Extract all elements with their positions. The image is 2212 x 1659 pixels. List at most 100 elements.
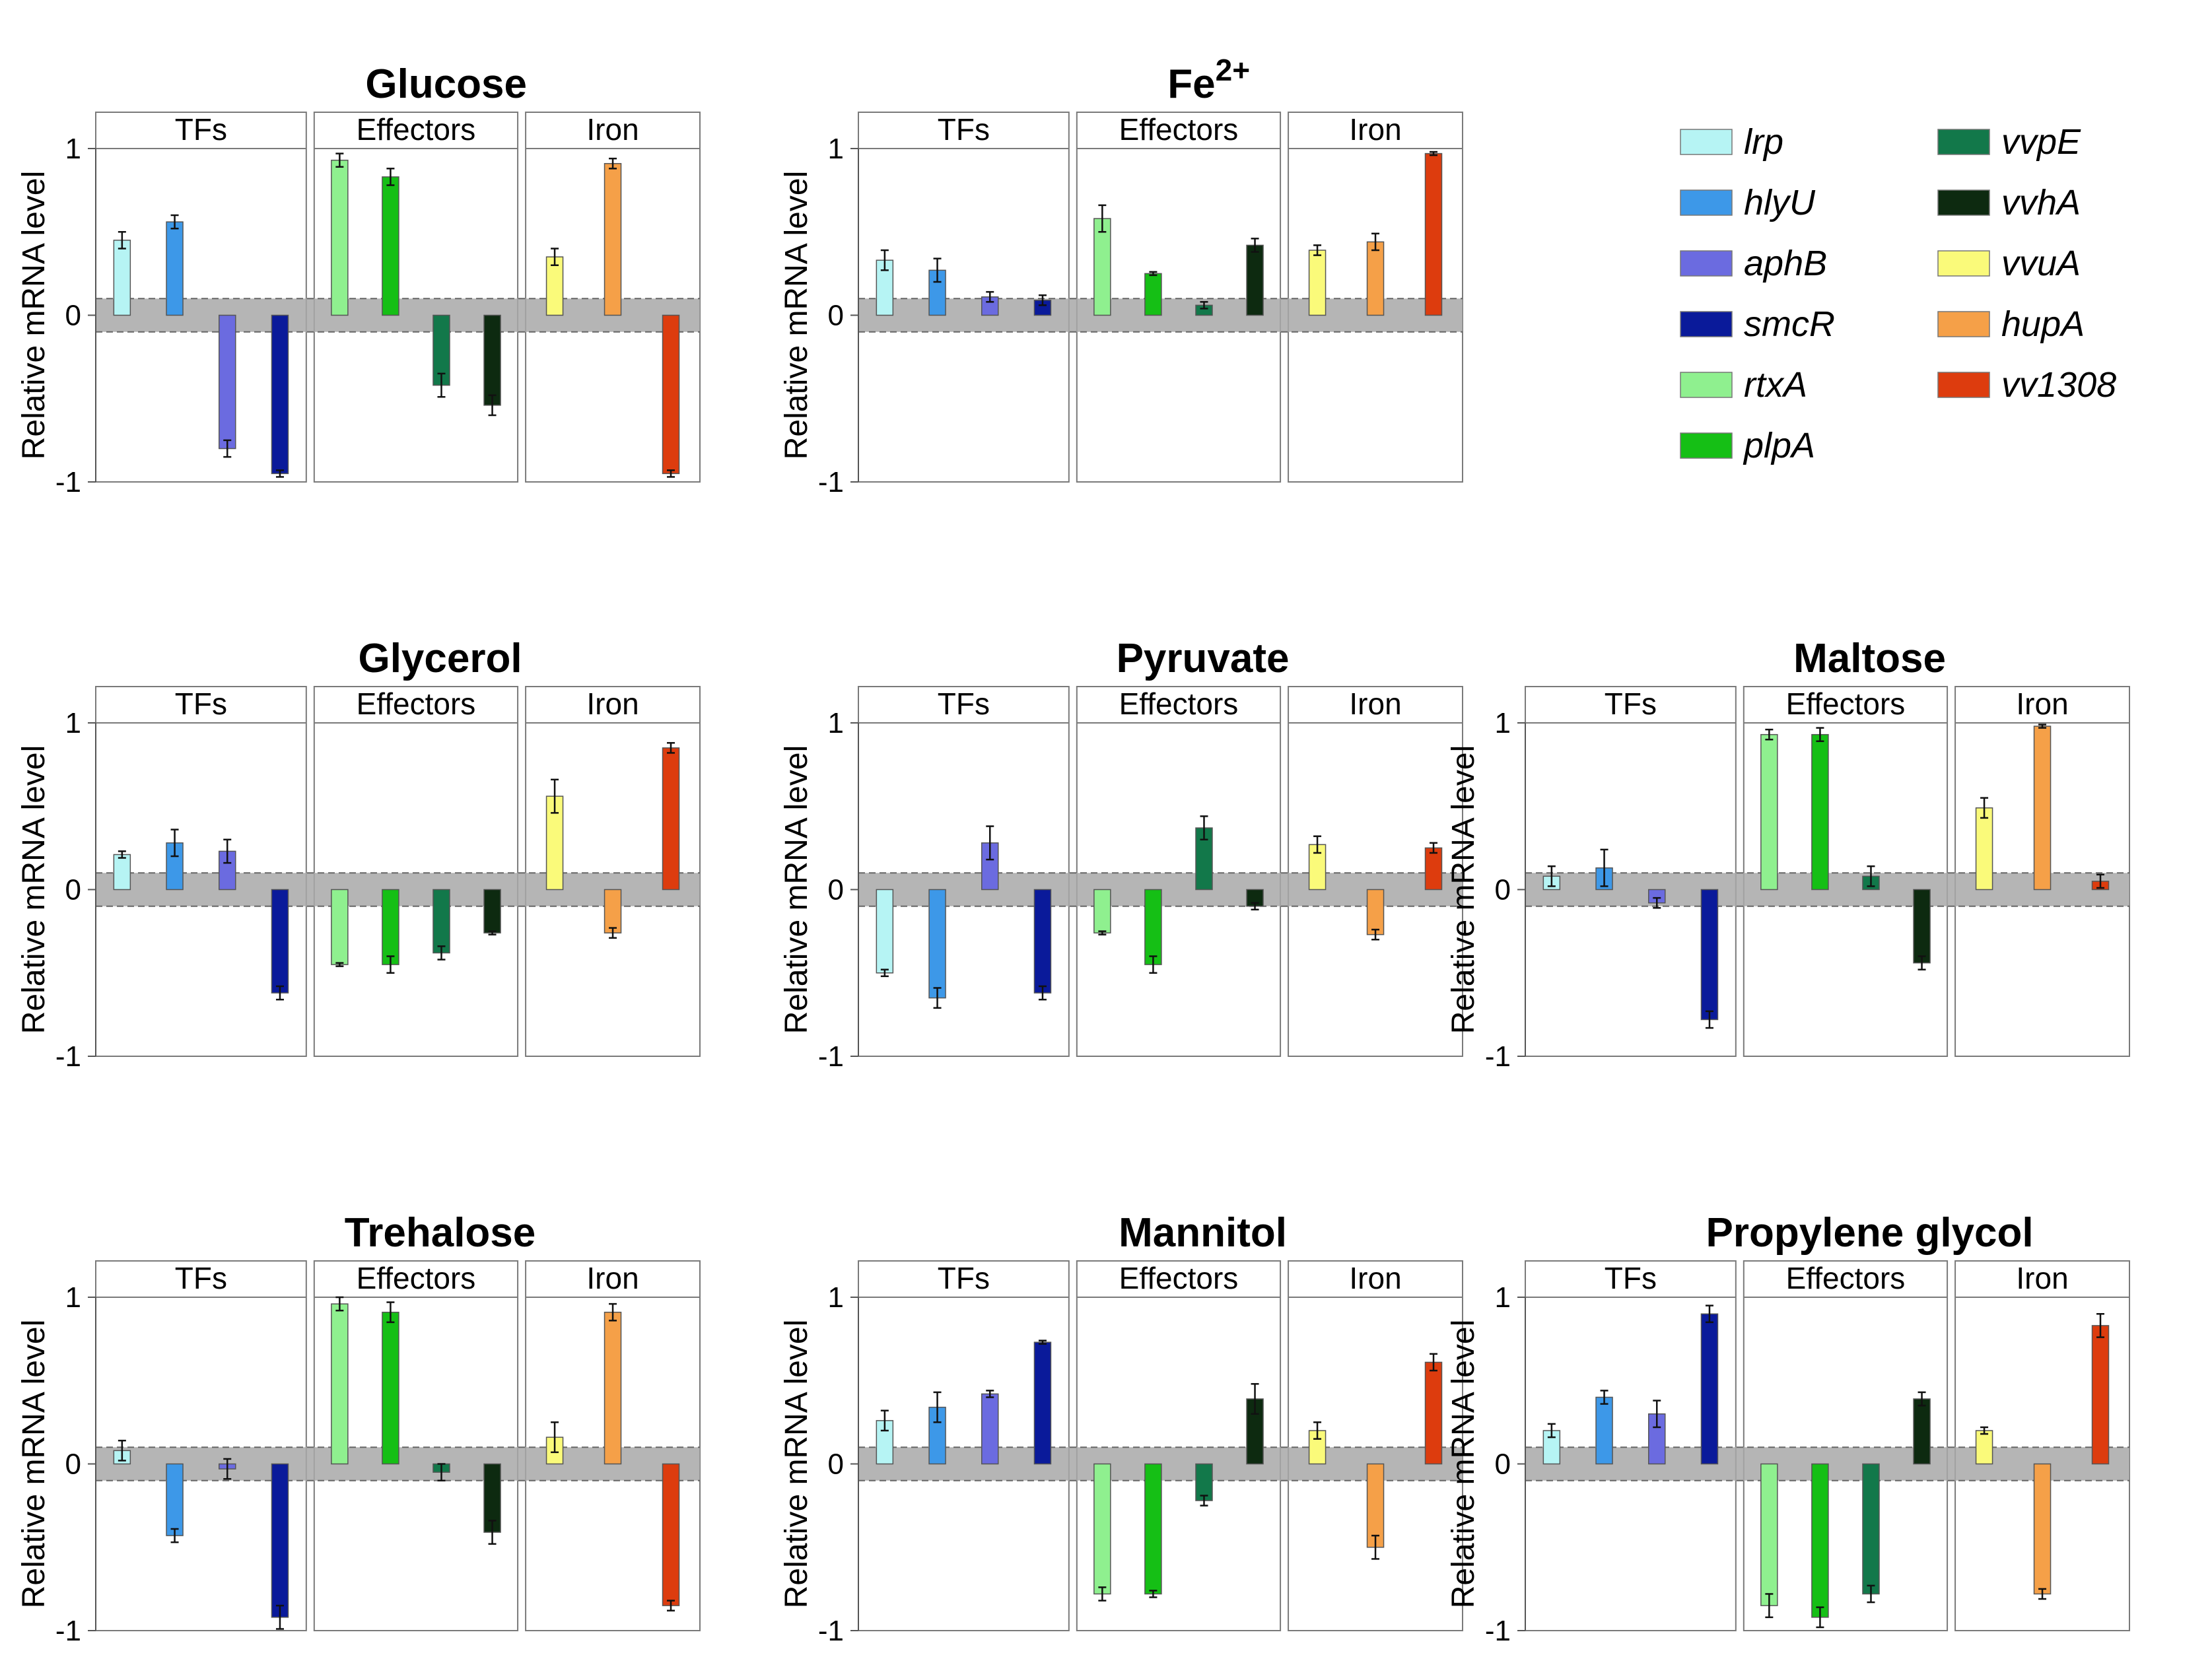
bar-plpA [1144, 273, 1162, 316]
y-axis-label: Relative mRNA level [17, 1320, 52, 1608]
group-label-tfs: TFs [175, 1261, 227, 1295]
group-box-iron [1954, 1260, 2130, 1631]
y-tick-label: 0 [65, 300, 81, 332]
bar-rtxA [331, 889, 349, 965]
y-axis-label: Relative mRNA level [779, 171, 814, 459]
bar-plpA [1144, 1463, 1162, 1595]
y-axis-label: Relative mRNA level [779, 745, 814, 1034]
y-tick-label: 0 [65, 1448, 81, 1481]
y-tick-label: -1 [1485, 1615, 1511, 1647]
y-tick-label: 0 [828, 874, 844, 906]
y-axis-label: Relative mRNA level [17, 745, 52, 1034]
y-tick-label: -1 [55, 1615, 81, 1647]
bar-hlyU [166, 221, 184, 316]
legend-label: plpA [1743, 426, 1815, 465]
group-label-iron: Iron [2016, 1261, 2068, 1295]
group-box-effectors [1743, 686, 1949, 1057]
panel-title: Propylene glycol [1706, 1210, 2033, 1256]
group-box-effectors [313, 1260, 519, 1631]
legend-item-hlyU: hlyU [1680, 183, 1816, 222]
bar-rtxA [331, 1303, 349, 1465]
bar-hupA [2033, 1463, 2052, 1595]
bar-lrp [113, 240, 131, 316]
y-axis-label: Relative mRNA level [1446, 1320, 1481, 1608]
bar-plpA [1811, 1463, 1829, 1618]
bar-smcR [271, 314, 289, 475]
y-tick-label: 0 [828, 300, 844, 332]
group-label-iron: Iron [1349, 687, 1401, 721]
panel-title: Trehalose [345, 1210, 536, 1256]
legend-item-vv1308: vv1308 [1937, 365, 2116, 405]
group-label-effectors: Effectors [1119, 1261, 1239, 1295]
bar-lrp [876, 889, 894, 974]
legend-label: lrp [1744, 122, 1783, 162]
group-label-iron: Iron [1349, 1261, 1401, 1295]
group-box-iron [525, 112, 701, 483]
legend-swatch [1680, 311, 1733, 337]
bar-hupA [1366, 889, 1385, 935]
group-box-iron [1288, 1260, 1463, 1631]
bar-vv1308 [1424, 152, 1443, 316]
bar-rtxA [1093, 1463, 1111, 1595]
group-box-effectors [313, 686, 519, 1057]
y-tick-label: -1 [1485, 1040, 1511, 1073]
bar-plpA [382, 1311, 399, 1465]
y-tick-label: 1 [1495, 1281, 1511, 1314]
y-tick-label: 1 [828, 707, 844, 739]
group-box-effectors [1076, 1260, 1282, 1631]
bar-vvhA [1913, 1398, 1931, 1465]
legend-label: hupA [2001, 304, 2085, 344]
bar-plpA [382, 176, 399, 316]
y-tick-label: 1 [1495, 707, 1511, 739]
group-label-effectors: Effectors [357, 687, 476, 721]
bar-vv1308 [1424, 847, 1443, 891]
group-label-iron: Iron [1349, 112, 1401, 147]
legend-label: hlyU [1744, 183, 1816, 222]
group-box-effectors [313, 112, 519, 483]
bar-plpA [1144, 889, 1162, 965]
y-axis-label: Relative mRNA level [779, 1320, 814, 1608]
group-label-tfs: TFs [175, 112, 227, 147]
y-tick-label: 1 [828, 1281, 844, 1314]
group-box-iron [525, 1260, 701, 1631]
panel-title: Maltose [1793, 636, 1946, 681]
bar-smcR [271, 1463, 289, 1618]
legend-label: vv1308 [2001, 365, 2116, 405]
bar-hupA [604, 1311, 622, 1465]
bar-vv1308 [662, 314, 680, 475]
group-label-iron: Iron [586, 687, 639, 721]
bar-smcR [1700, 1313, 1719, 1465]
group-label-effectors: Effectors [357, 112, 476, 147]
y-tick-label: 0 [1495, 1448, 1511, 1481]
bar-aphB [219, 314, 236, 450]
legend-item-lrp: lrp [1680, 122, 1783, 162]
y-tick-label: 1 [65, 133, 81, 165]
bar-vv1308 [1424, 1361, 1443, 1465]
bar-hupA [2033, 726, 2052, 891]
bar-aphB [981, 1393, 999, 1465]
legend-swatch [1680, 129, 1733, 155]
bar-hupA [604, 162, 622, 316]
legend-swatch [1680, 372, 1733, 398]
panel-title-superscript: 2+ [1216, 53, 1250, 87]
legend-swatch [1937, 372, 1990, 398]
group-label-tfs: TFs [175, 687, 227, 721]
y-tick-label: -1 [55, 1040, 81, 1073]
group-box-iron [1954, 686, 2130, 1057]
bar-lrp [113, 854, 131, 891]
bar-plpA [382, 889, 399, 965]
legend-label: vvuA [2001, 244, 2081, 283]
legend-item-vvhA: vvhA [1937, 183, 2081, 222]
y-tick-label: -1 [818, 1040, 844, 1073]
panel-propylene-glycol: Propylene glycol TFs Effectors Iron 1 0 -1Rela… [1446, 1210, 2130, 1647]
group-label-tfs: TFs [938, 112, 990, 147]
bar-vv1308 [2091, 1325, 2110, 1465]
panel-title: Glycerol [358, 636, 522, 681]
group-label-tfs: TFs [938, 687, 990, 721]
bar-vvhA [483, 314, 501, 406]
bar-vvuA [1975, 1430, 1993, 1465]
